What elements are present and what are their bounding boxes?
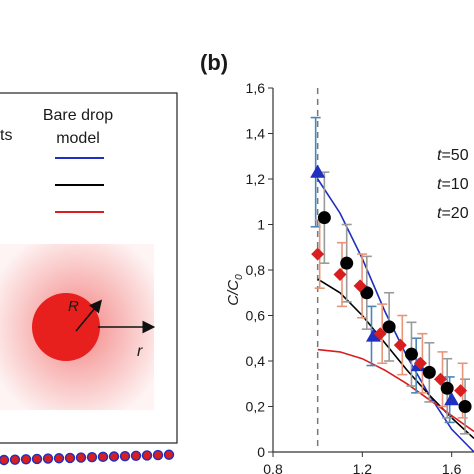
point-1-2 bbox=[360, 286, 374, 300]
point-2-1 bbox=[333, 268, 347, 282]
panel-a-marker-1 bbox=[9, 454, 21, 465]
panel-a-marker-3 bbox=[31, 453, 43, 465]
panel-a-marker-13 bbox=[141, 450, 153, 461]
point-2-3 bbox=[373, 327, 387, 341]
point-0-3 bbox=[444, 392, 460, 406]
y-tick-label-8: 1,6 bbox=[246, 80, 266, 96]
radial-label: r bbox=[137, 343, 143, 360]
model-curve-0 bbox=[317, 178, 474, 453]
drop-core bbox=[32, 293, 100, 361]
x-tick-label-0: 0,8 bbox=[263, 461, 283, 474]
y-tick-label-5: 1 bbox=[257, 217, 265, 233]
panel-a-marker-9 bbox=[97, 451, 109, 463]
panel-a-marker-12 bbox=[130, 450, 142, 461]
chart-axes: 0 0,2 0,4 0,6 0,8 1 1,2 1,4 1,6 0,8 1,2 1,6 bbox=[246, 80, 474, 474]
panel-a-marker-2 bbox=[20, 454, 32, 465]
radius-arrow bbox=[75, 299, 103, 332]
data-markers bbox=[310, 164, 472, 413]
y-tick-label-6: 1,2 bbox=[246, 171, 266, 187]
point-2-0 bbox=[311, 247, 325, 261]
point-1-0 bbox=[317, 211, 331, 225]
time-label-black: t=10 bbox=[437, 176, 469, 193]
point-1-7 bbox=[458, 400, 472, 413]
panel-a-legend-title-2: model bbox=[56, 130, 100, 147]
x-tick-label-1: 1,2 bbox=[353, 461, 373, 474]
y-tick-label-3: 0,6 bbox=[246, 308, 266, 324]
y-tick-label-0: 0 bbox=[257, 444, 265, 460]
point-0-1 bbox=[366, 328, 381, 342]
x-tick-label-2: 1,6 bbox=[442, 461, 462, 474]
point-1-1 bbox=[340, 256, 354, 270]
point-0-0 bbox=[310, 164, 326, 178]
point-1-4 bbox=[404, 347, 418, 361]
point-2-2 bbox=[353, 279, 367, 293]
panel-a-marker-11 bbox=[119, 450, 131, 462]
panel-b: (b) C/C0 0 0,2 0,4 0,6 0,8 1 1,2 1,4 1,6 0,8 1,2 1,… bbox=[200, 50, 474, 474]
point-1-5 bbox=[422, 365, 436, 379]
panel-a-marker-5 bbox=[53, 453, 65, 464]
radius-label: R bbox=[68, 298, 79, 315]
panel-a-marker-6 bbox=[64, 452, 76, 464]
time-label-red: t=20 bbox=[437, 205, 469, 222]
point-1-3 bbox=[382, 320, 396, 334]
panel-a-bottom-markers bbox=[0, 449, 175, 466]
point-1-6 bbox=[440, 381, 454, 395]
panel-a-legend-title-1: Bare drop bbox=[43, 107, 113, 124]
y-tick-label-2: 0,4 bbox=[246, 353, 266, 369]
panel-a-marker-4 bbox=[42, 453, 54, 464]
panel-a-marker-14 bbox=[152, 449, 164, 461]
panel-a: ts Bare drop model R r bbox=[0, 92, 178, 466]
point-2-5 bbox=[413, 356, 427, 370]
y-tick-label-4: 0,8 bbox=[246, 262, 266, 278]
panel-a-frame bbox=[0, 92, 178, 444]
point-2-6 bbox=[434, 372, 447, 386]
panel-a-marker-15 bbox=[163, 449, 175, 460]
panel-a-marker-8 bbox=[86, 452, 98, 463]
point-2-7 bbox=[454, 384, 468, 398]
panel-a-marker-7 bbox=[75, 452, 87, 463]
y-tick-label-1: 0,2 bbox=[246, 399, 266, 415]
panel-a-marker-10 bbox=[108, 451, 120, 462]
panel-a-legend-partial: ts bbox=[0, 127, 12, 144]
point-2-4 bbox=[393, 338, 407, 352]
time-label-blue: t=50 bbox=[437, 147, 469, 164]
panel-b-label: (b) bbox=[200, 50, 228, 75]
y-tick-label-7: 1,4 bbox=[246, 126, 266, 142]
y-axis-title: C/C0 bbox=[225, 274, 245, 306]
panel-a-marker-0 bbox=[0, 454, 10, 466]
